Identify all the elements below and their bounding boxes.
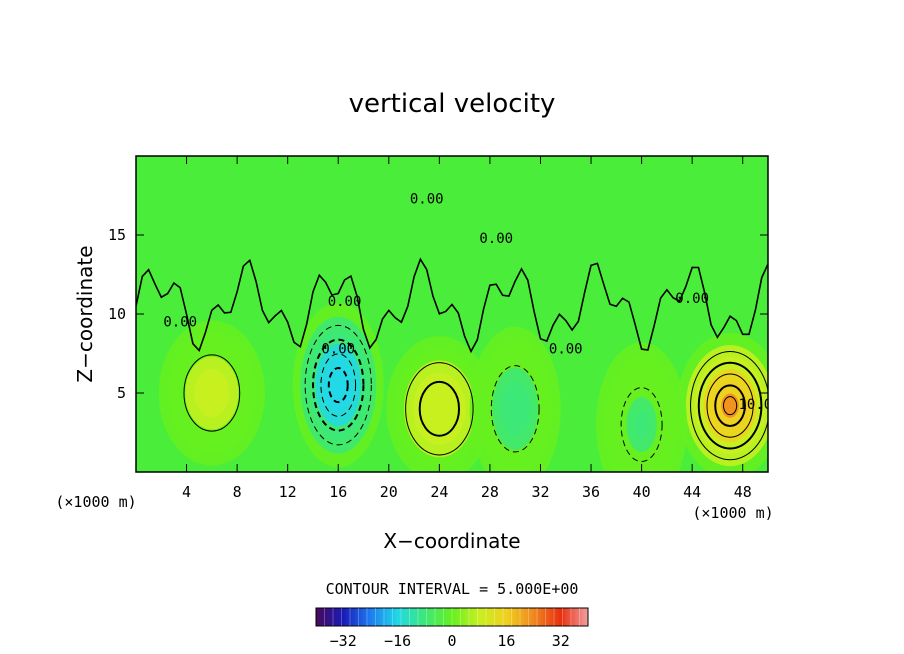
updraft-contour <box>418 380 461 437</box>
x-tick-label: 12 <box>279 483 297 501</box>
colorbar-tick-labels: −32 −16 0 16 32 <box>330 632 570 650</box>
x-tick-label: 8 <box>233 483 242 501</box>
updraft-contour <box>714 384 746 427</box>
x-unit-label-right: (×1000 m) <box>692 504 773 522</box>
colorbar-gradient <box>315 607 589 627</box>
updraft-contour <box>706 373 754 438</box>
updraft-contour <box>405 362 474 456</box>
downdraft-shading <box>507 395 523 423</box>
colorbar: −32 −16 0 16 32 <box>315 607 589 650</box>
updraft-contour <box>722 396 738 416</box>
updraft-shading <box>430 396 449 421</box>
contour-lines <box>136 257 768 463</box>
x-tick-label: 36 <box>582 483 600 501</box>
x-tick-label: 20 <box>380 483 398 501</box>
downdraft-contour <box>620 387 663 463</box>
downdraft-shading <box>634 410 650 439</box>
y-tick-label: 5 <box>117 384 126 402</box>
x-tick-label: 16 <box>329 483 347 501</box>
x-axis-ticks: 4 8 12 16 20 24 28 32 36 40 44 48 <box>182 156 752 501</box>
chart-title: vertical velocity <box>349 89 556 119</box>
colorbar-tick-label: −16 <box>384 632 411 650</box>
updraft-shading <box>202 380 221 406</box>
contour-label: 0.00 <box>479 231 513 247</box>
y-tick-label: 10 <box>108 305 126 323</box>
colorbar-tick-label: 0 <box>447 632 456 650</box>
downdraft-contour <box>327 367 349 404</box>
velocity-field <box>158 302 768 472</box>
x-tick-label: 24 <box>430 483 448 501</box>
contour-label: 0.00 <box>675 291 709 307</box>
y-axis-ticks: 5 10 15 <box>108 226 768 402</box>
x-axis-label: X−coordinate <box>383 529 520 553</box>
contour-label: 0.00 <box>410 191 444 207</box>
downdraft-shading <box>330 371 346 399</box>
colorbar-tick-label: 16 <box>497 632 515 650</box>
contour-label: 0.00 <box>321 342 355 358</box>
updraft-contour <box>697 361 763 450</box>
contour-labels: 0.00 0.00 0.00 0.00 0.00 0.00 0.00 10.0 <box>163 191 773 413</box>
colorbar-tick-label: −32 <box>330 632 357 650</box>
contour-label: 10.0 <box>739 397 773 413</box>
contour-label: 0.00 <box>328 294 362 310</box>
contour-label: 0.00 <box>549 342 583 358</box>
updraft-contour <box>183 354 241 432</box>
x-tick-label: 28 <box>481 483 499 501</box>
contour-interval-text: CONTOUR INTERVAL = 5.000E+00 <box>326 580 579 598</box>
y-tick-label: 15 <box>108 226 126 244</box>
plot-area: 0.00 0.00 0.00 0.00 0.00 0.00 0.00 10.0 <box>136 156 773 472</box>
x-tick-label: 40 <box>633 483 651 501</box>
contour-label: 0.00 <box>163 315 197 331</box>
x-tick-label: 44 <box>683 483 701 501</box>
colorbar-tick-label: 32 <box>552 632 570 650</box>
downdraft-contour <box>320 353 357 417</box>
y-axis-label: Z−coordinate <box>73 245 97 382</box>
zero-contour <box>136 257 768 354</box>
x-unit-label-left: (×1000 m) <box>55 493 136 511</box>
x-tick-label: 32 <box>531 483 549 501</box>
downdraft-contour <box>490 365 540 453</box>
downdraft-contour <box>304 324 372 446</box>
x-tick-label: 48 <box>734 483 752 501</box>
updraft-contour <box>690 351 768 461</box>
downdraft-contour <box>312 338 365 432</box>
x-tick-label: 4 <box>182 483 191 501</box>
colorbar-stripes <box>324 608 580 626</box>
